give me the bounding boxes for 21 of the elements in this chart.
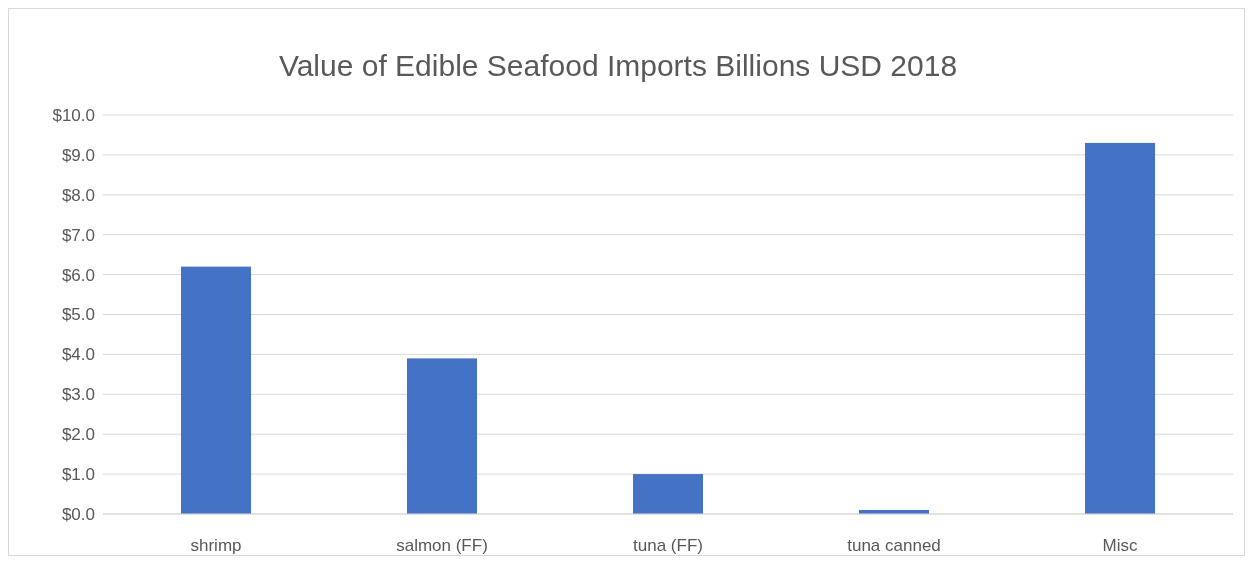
x-tick-label: salmon (FF) (396, 535, 488, 555)
x-tick-label: tuna (FF) (633, 535, 703, 555)
y-tick-label: $5.0 (61, 305, 95, 325)
y-tick-label: $2.0 (61, 425, 95, 445)
x-tick-label: Misc (1102, 535, 1138, 555)
y-tick-label: $8.0 (61, 185, 95, 205)
chart-title: Value of Edible Seafood Imports Billions USD 2018 (278, 49, 958, 82)
y-tick-label: $1.0 (61, 465, 95, 485)
x-tick-label: shrimp (190, 535, 242, 555)
bar (406, 358, 478, 514)
y-tick-label: $0.0 (61, 504, 95, 524)
y-tick-label: $3.0 (61, 385, 95, 405)
y-tick-label: $4.0 (61, 345, 95, 365)
bar (632, 474, 704, 514)
bar (180, 266, 252, 514)
bar (1084, 142, 1156, 514)
x-tick-label: tuna canned (847, 535, 941, 555)
y-tick-label: $10.0 (52, 105, 95, 125)
y-tick-label: $9.0 (61, 145, 95, 165)
y-tick-label: $6.0 (61, 265, 95, 285)
y-tick-label: $7.0 (61, 225, 95, 245)
